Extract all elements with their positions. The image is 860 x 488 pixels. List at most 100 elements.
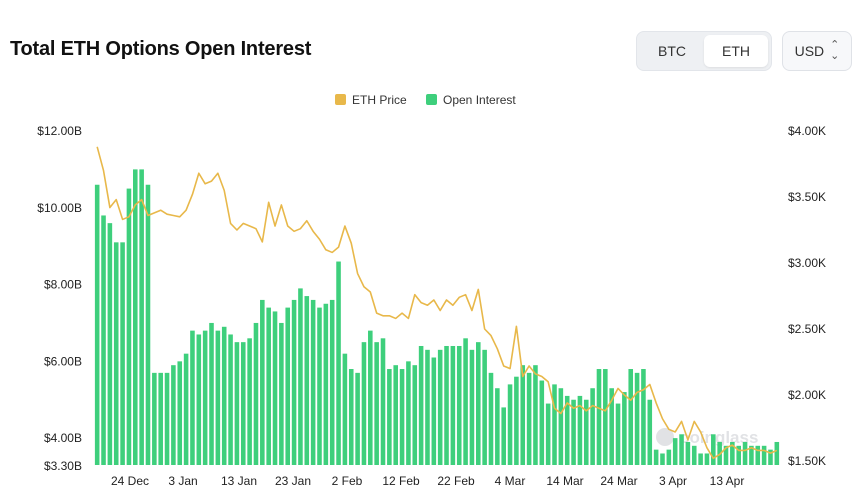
- oi-bar[interactable]: [723, 445, 729, 465]
- oi-bar[interactable]: [177, 361, 183, 465]
- oi-bar[interactable]: [603, 369, 608, 465]
- oi-bar[interactable]: [361, 342, 367, 465]
- oi-bar[interactable]: [120, 242, 125, 465]
- oi-bar[interactable]: [399, 369, 405, 465]
- oi-bar[interactable]: [298, 288, 303, 465]
- oi-bar[interactable]: [476, 342, 481, 465]
- currency-select[interactable]: USD ⌃ ⌄: [782, 31, 852, 71]
- legend-label-price[interactable]: ETH Price: [352, 93, 407, 107]
- oi-bar[interactable]: [190, 330, 195, 465]
- oi-bar[interactable]: [463, 338, 468, 465]
- oi-bar[interactable]: [526, 372, 532, 465]
- oi-bar[interactable]: [291, 299, 297, 465]
- oi-bar[interactable]: [152, 372, 157, 465]
- oi-bar[interactable]: [215, 330, 221, 465]
- oi-bar[interactable]: [571, 399, 576, 465]
- oi-bar[interactable]: [653, 449, 659, 465]
- oi-bar[interactable]: [583, 399, 589, 465]
- oi-bar[interactable]: [164, 372, 170, 465]
- oi-bar[interactable]: [704, 453, 710, 465]
- oi-bar[interactable]: [495, 388, 500, 465]
- oi-bar[interactable]: [323, 303, 329, 465]
- oi-bar[interactable]: [564, 395, 570, 465]
- oi-bar[interactable]: [444, 345, 449, 465]
- oi-bar[interactable]: [380, 338, 386, 465]
- oi-bar[interactable]: [279, 322, 284, 465]
- oi-bar[interactable]: [113, 242, 119, 465]
- toggle-option-eth[interactable]: ETH: [704, 35, 768, 67]
- oi-bar[interactable]: [158, 372, 163, 465]
- oi-bar[interactable]: [622, 392, 627, 465]
- oi-bar[interactable]: [577, 395, 583, 465]
- oi-bar[interactable]: [431, 357, 437, 465]
- price-series-line[interactable]: [96, 146, 778, 460]
- oi-bar[interactable]: [660, 453, 665, 465]
- oi-bar[interactable]: [94, 184, 100, 465]
- oi-bar[interactable]: [202, 330, 208, 465]
- oi-bar[interactable]: [418, 345, 424, 465]
- oi-bar[interactable]: [329, 299, 335, 465]
- oi-bar[interactable]: [221, 326, 227, 465]
- oi-bar[interactable]: [698, 453, 703, 465]
- oi-bar[interactable]: [736, 445, 741, 465]
- oi-bar[interactable]: [456, 345, 462, 465]
- oi-bar[interactable]: [348, 369, 354, 465]
- oi-bar[interactable]: [374, 342, 379, 465]
- oi-bar[interactable]: [761, 445, 767, 465]
- oi-bar[interactable]: [558, 388, 564, 465]
- oi-bar[interactable]: [234, 342, 240, 465]
- oi-bar[interactable]: [501, 407, 506, 465]
- oi-bar[interactable]: [450, 345, 456, 465]
- oi-bar[interactable]: [425, 349, 430, 465]
- oi-bar[interactable]: [628, 369, 634, 465]
- oi-bar[interactable]: [507, 384, 513, 465]
- oi-bar[interactable]: [685, 441, 691, 465]
- oi-bar[interactable]: [393, 365, 398, 465]
- oi-bar[interactable]: [545, 403, 551, 465]
- oi-bar[interactable]: [437, 349, 443, 465]
- oi-bar[interactable]: [406, 361, 411, 465]
- oi-bar[interactable]: [609, 388, 614, 465]
- oi-bar[interactable]: [247, 338, 252, 465]
- oi-bar[interactable]: [266, 307, 271, 465]
- oi-bar[interactable]: [228, 334, 233, 465]
- oi-bar[interactable]: [285, 307, 291, 465]
- oi-bar[interactable]: [126, 188, 132, 465]
- oi-bar[interactable]: [253, 322, 259, 465]
- oi-bar[interactable]: [533, 365, 538, 465]
- oi-bar[interactable]: [666, 449, 672, 465]
- oi-bar[interactable]: [145, 184, 151, 465]
- oi-bar[interactable]: [552, 384, 557, 465]
- oi-bar[interactable]: [368, 330, 373, 465]
- oi-bar[interactable]: [742, 441, 748, 465]
- oi-bar[interactable]: [730, 441, 735, 465]
- oi-bar[interactable]: [355, 372, 360, 465]
- oi-bar[interactable]: [590, 388, 595, 465]
- oi-bar[interactable]: [317, 307, 322, 465]
- oi-bar[interactable]: [171, 365, 176, 465]
- oi-bar[interactable]: [310, 299, 316, 465]
- oi-bar[interactable]: [240, 342, 246, 465]
- oi-bar[interactable]: [139, 169, 144, 465]
- oi-bar[interactable]: [336, 261, 341, 465]
- oi-bar[interactable]: [691, 445, 697, 465]
- oi-bar[interactable]: [647, 399, 653, 465]
- oi-bar[interactable]: [469, 349, 475, 465]
- oi-bar[interactable]: [196, 334, 202, 465]
- oi-bar[interactable]: [482, 349, 487, 465]
- oi-bar[interactable]: [768, 449, 773, 465]
- oi-bar[interactable]: [539, 380, 545, 465]
- oi-bar[interactable]: [634, 372, 640, 465]
- oi-bar[interactable]: [412, 365, 418, 465]
- oi-bar[interactable]: [774, 441, 780, 465]
- oi-bar[interactable]: [101, 215, 106, 465]
- oi-bar[interactable]: [133, 169, 138, 465]
- oi-bar[interactable]: [209, 322, 214, 465]
- oi-bar[interactable]: [488, 372, 494, 465]
- oi-bar[interactable]: [520, 365, 526, 465]
- oi-bar[interactable]: [672, 438, 678, 465]
- oi-bar[interactable]: [514, 376, 519, 465]
- oi-bar[interactable]: [711, 434, 716, 465]
- oi-bar[interactable]: [183, 353, 189, 465]
- oi-bar[interactable]: [641, 369, 646, 465]
